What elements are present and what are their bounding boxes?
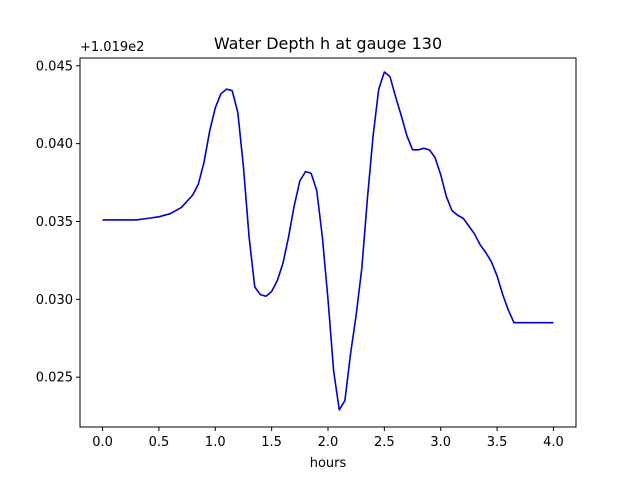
x-tick-label: 2.0 [318,435,339,450]
x-tick-label: 1.0 [205,435,226,450]
y-tick-label: 0.030 [36,293,73,308]
y-offset-label: +1.019e2 [80,40,144,55]
x-tick-label: 3.0 [430,435,451,450]
x-tick-label: 0.5 [149,435,170,450]
y-tick-label: 0.040 [36,137,73,152]
series-line-0 [102,71,554,411]
x-tick-label: 4.0 [543,435,564,450]
chart-title: Water Depth h at gauge 130 [214,34,442,53]
y-tick-label: 0.025 [36,371,73,386]
x-tick-label: 2.5 [374,435,395,450]
plot-frame [79,57,577,428]
plot-area [102,71,554,411]
x-axis: 0.0 0.5 1.0 1.5 2.0 2.5 3.0 3.5 4.0 [92,427,564,450]
x-tick-label: 3.5 [487,435,508,450]
y-tick-label: 0.045 [36,59,73,74]
x-tick-label: 1.5 [261,435,282,450]
x-tick-label: 0.0 [92,435,113,450]
x-axis-label: hours [310,456,347,471]
y-axis: 0.025 0.030 0.035 0.040 0.045 [36,59,80,386]
y-tick-label: 0.035 [36,215,73,230]
